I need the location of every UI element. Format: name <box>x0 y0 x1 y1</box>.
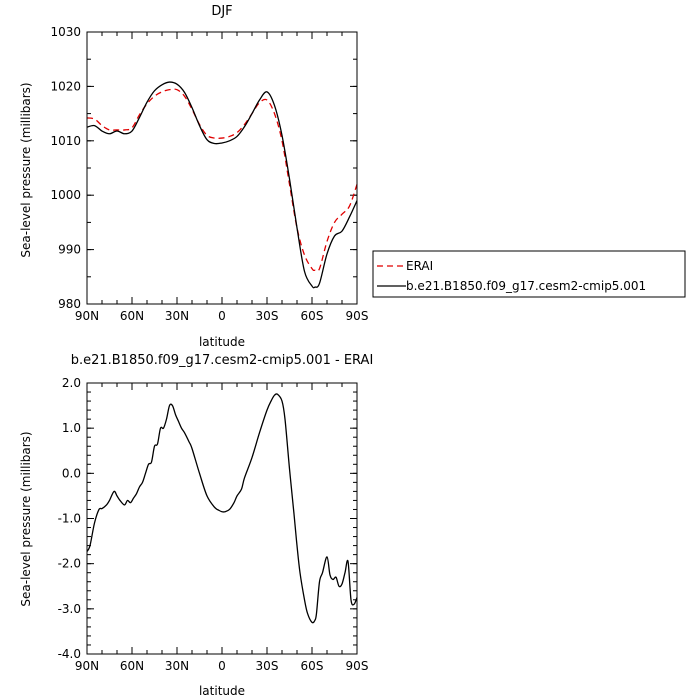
panel1-x-axis-title: latitude <box>199 335 245 349</box>
legend-label-1: b.e21.B1850.f09_g17.cesm2-cmip5.001 <box>406 279 646 293</box>
panel2-series <box>86 393 358 624</box>
panel1-ticks: 90N 60N 30N 0 30S 60S 90S 980 990 1000 1010 1020 103… <box>50 25 368 323</box>
panel1-title: DJF <box>211 4 232 19</box>
panel2-x-tick-label: 30N <box>165 659 189 673</box>
panel2-x-tick-label: 60S <box>301 659 324 673</box>
panel1-y-tick-label: 990 <box>58 243 81 257</box>
panel2-x-tick-label: 90N <box>75 659 99 673</box>
panel2-series-line-0 <box>86 393 358 624</box>
panel1-series <box>86 81 358 289</box>
panel2-x-tick-label: 90S <box>346 659 369 673</box>
panel2-y-axis-title: Sea-level pressure (millibars) <box>19 431 33 606</box>
panel2-ticks: 90N 60N 30N 0 30S 60S 90S -4.0 -3.0 -2.0 -1.0 0.0 1.… <box>58 376 369 673</box>
panel2-y-tick-label: -1.0 <box>58 512 81 526</box>
panel1-x-tick-label: 60N <box>120 309 144 323</box>
panel2-y-tick-label: -4.0 <box>58 647 81 661</box>
panel2-x-axis-title: latitude <box>199 684 245 698</box>
panel1-x-tick-label: 30N <box>165 309 189 323</box>
panel1-x-tick-label: 60S <box>301 309 324 323</box>
legend-label-0: ERAI <box>406 259 433 273</box>
panel1-y-tick-label: 1030 <box>50 25 81 39</box>
panel1-frame <box>86 31 358 305</box>
panel2-x-tick-label: 0 <box>218 659 226 673</box>
panel1-x-tick-label: 0 <box>218 309 226 323</box>
legend: ERAI b.e21.B1850.f09_g17.cesm2-cmip5.001 <box>372 250 686 298</box>
panel2-x-tick-label: 30S <box>256 659 279 673</box>
panel2-x-tick-label: 60N <box>120 659 144 673</box>
panel2-y-tick-label: -3.0 <box>58 602 81 616</box>
panel1-y-tick-label: 1000 <box>50 188 81 202</box>
panel1-series-line-1 <box>86 81 358 289</box>
panel1-y-axis-title: Sea-level pressure (millibars) <box>19 82 33 257</box>
panel2-y-tick-label: 2.0 <box>62 376 81 390</box>
panel2-y-tick-label: 1.0 <box>62 421 81 435</box>
panel1-x-tick-label: 90S <box>346 309 369 323</box>
legend-box <box>372 250 686 298</box>
panel1-y-tick-label: 1010 <box>50 134 81 148</box>
panel1-x-tick-label: 90N <box>75 309 99 323</box>
panel1-x-tick-label: 30S <box>256 309 279 323</box>
difference-panel: b.e21.B1850.f09_g17.cesm2-cmip5.001 - ER… <box>19 353 373 698</box>
panel2-title: b.e21.B1850.f09_g17.cesm2-cmip5.001 - ER… <box>71 353 374 368</box>
panel2-y-tick-label: -2.0 <box>58 557 81 571</box>
sea-level-pressure-panel: DJF Sea-level pressure (millibars) latit… <box>19 4 686 349</box>
panel1-y-tick-label: 1020 <box>50 79 81 93</box>
panel1-series-line-0 <box>86 88 358 272</box>
panel1-y-tick-label: 980 <box>58 297 81 311</box>
panel2-y-tick-label: 0.0 <box>62 466 81 480</box>
panel2-frame <box>86 382 358 655</box>
